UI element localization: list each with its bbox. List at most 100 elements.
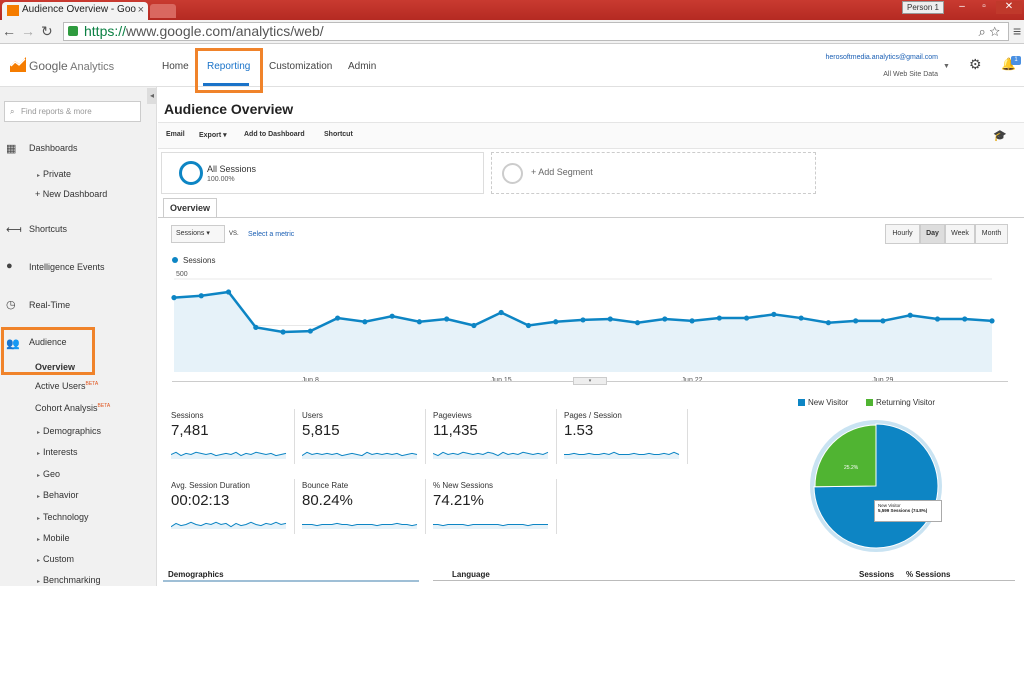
scorecard-value: 00:02:13 (171, 492, 230, 509)
data-point (280, 329, 286, 335)
scorecard[interactable]: Pageviews 11,435 (433, 411, 561, 471)
sidebar-item-technology[interactable]: ▸ Technology (37, 512, 89, 522)
week-button[interactable]: Week (945, 224, 975, 244)
reload-icon[interactable]: ↻ (41, 23, 53, 39)
pie-legend-returning: Returning Visitor (866, 398, 935, 407)
email-button[interactable]: Email (166, 131, 185, 138)
back-icon[interactable]: ← (2, 23, 16, 39)
scorecard[interactable]: Users 5,815 (302, 411, 430, 471)
sidebar-item-active-users[interactable]: Active UsersBETA (35, 381, 99, 391)
day-button[interactable]: Day (920, 224, 945, 244)
scorecard-label: Pageviews (433, 411, 472, 420)
sidebar-item-mobile[interactable]: ▸ Mobile (37, 533, 70, 543)
sidebar-item-new-dashboard[interactable]: + New Dashboard (35, 189, 108, 199)
shortcut-button[interactable]: Shortcut (324, 131, 353, 138)
language-header: Language (452, 570, 490, 579)
select-metric-link[interactable]: Select a metric (248, 231, 295, 238)
analytics-screen: Audience Overview - Goo × Person 1 – ▫ ✕… (0, 0, 1024, 586)
close-window-icon[interactable]: ✕ (996, 1, 1022, 14)
scorecard[interactable]: % New Sessions 74.21% (433, 481, 561, 541)
data-point (525, 322, 532, 329)
scorecard-value: 74.21% (433, 492, 484, 509)
nav-customization[interactable]: Customization (269, 61, 333, 72)
data-point (989, 318, 995, 324)
empty-segment-icon (502, 163, 523, 184)
gear-icon[interactable]: ⚙ (969, 56, 982, 72)
browser-menu-icon[interactable]: ≡ (1013, 23, 1022, 39)
product-name[interactable]: Google Analytics (29, 59, 115, 73)
scorecard-sparkline (171, 521, 287, 529)
sidebar-item-benchmarking[interactable]: ▸ Benchmarking (37, 575, 101, 585)
nav-admin[interactable]: Admin (348, 61, 377, 72)
data-point (634, 320, 641, 326)
data-point (880, 318, 886, 324)
pie-slice-label[interactable]: 25.2% (844, 465, 859, 471)
sidebar-item-custom[interactable]: ▸ Custom (37, 554, 75, 564)
visitor-pie-chart[interactable]: 25.2% (806, 416, 946, 556)
scorecard[interactable]: Bounce Rate 80.24% (302, 481, 430, 541)
scorecard-label: Bounce Rate (302, 481, 349, 490)
sidebar-item-cohort-analysis[interactable]: Cohort AnalysisBETA (35, 403, 111, 413)
pie-tooltip: New Visitor 5,599 Sessions (74.8%) (874, 500, 942, 522)
tab-overview[interactable]: Overview (163, 198, 217, 218)
scorecard[interactable]: Pages / Session 1.53 (564, 411, 692, 471)
export-button[interactable]: Export ▾ (199, 132, 227, 139)
browser-tab[interactable]: Audience Overview - Goo × (2, 2, 148, 20)
demographics-header: Demographics (168, 570, 224, 579)
sidebar-item-real-time[interactable]: Real-Time (29, 300, 71, 310)
sidebar-item-private[interactable]: ▸ Private (37, 169, 72, 179)
sidebar-item-behavior[interactable]: ▸ Behavior (37, 490, 79, 500)
data-point (198, 293, 204, 299)
sidebar-item-audience[interactable]: Audience (29, 337, 67, 347)
maximize-icon[interactable]: ▫ (982, 1, 986, 12)
sidebar-item-intelligence-events[interactable]: Intelligence Events (29, 262, 105, 272)
search-placeholder: Find reports & more (21, 107, 92, 116)
sidebar-collapse-button[interactable]: ◂ (147, 88, 157, 104)
sessions-area (174, 292, 992, 372)
scorecard[interactable]: Avg. Session Duration 00:02:13 (171, 481, 299, 541)
tab-close-icon[interactable]: × (137, 4, 144, 16)
account-caret-icon[interactable]: ▼ (943, 63, 950, 70)
forward-icon[interactable]: → (21, 23, 35, 39)
account-view[interactable]: All Web Site Data (883, 71, 938, 78)
url-field[interactable]: https://www.google.com/analytics/web/ ⌕ … (63, 22, 1009, 41)
add-segment-button[interactable]: + Add Segment (491, 152, 816, 194)
account-email[interactable]: herosoftmedia.analytics@gmail.com (825, 54, 938, 61)
data-point (362, 319, 368, 325)
scorecard[interactable]: Sessions 7,481 (171, 411, 299, 471)
chart-legend: Sessions (172, 256, 215, 265)
nav-home[interactable]: Home (162, 61, 189, 72)
scorecard-value: 11,435 (433, 422, 478, 439)
tab-divider (158, 217, 1024, 218)
sidebar-item-geo[interactable]: ▸ Geo (37, 469, 61, 479)
add-to-dashboard-button[interactable]: Add to Dashboard (244, 131, 305, 138)
minimize-icon[interactable]: – (959, 1, 965, 12)
lightbulb-icon: ● (6, 260, 13, 272)
graduation-cap-icon[interactable]: 🎓 (993, 130, 1007, 142)
metric-select[interactable]: Sessions ▾ (171, 225, 225, 243)
divider (294, 409, 295, 464)
url-path: www.google.com/analytics/web/ (126, 23, 324, 39)
sidebar-item-overview[interactable]: Overview (35, 362, 76, 372)
sidebar-item-dashboards[interactable]: Dashboards (29, 143, 78, 153)
new-tab-button[interactable] (150, 4, 176, 18)
scorecard-label: Users (302, 411, 323, 420)
x-tick-label: Jun 15 (491, 377, 512, 384)
sessions-column-header[interactable]: Sessions (859, 570, 895, 579)
search-input[interactable]: ⌕ Find reports & more (4, 101, 141, 122)
hourly-button[interactable]: Hourly (885, 224, 920, 244)
chart-resize-handle[interactable]: ▾ (573, 377, 607, 385)
sidebar-item-demographics[interactable]: ▸ Demographics (37, 426, 102, 436)
segment-all-sessions[interactable]: All Sessions 100.00% (161, 152, 484, 194)
profile-button[interactable]: Person 1 (902, 1, 944, 14)
month-button[interactable]: Month (975, 224, 1008, 244)
sidebar-item-shortcuts[interactable]: Shortcuts (29, 224, 68, 234)
pie-slice[interactable] (814, 424, 877, 488)
active-tab-indicator (203, 83, 249, 86)
nav-reporting[interactable]: Reporting (207, 61, 251, 72)
zoom-star-icons[interactable]: ⌕ ☆ (978, 24, 1001, 39)
data-point (335, 315, 341, 321)
pct-sessions-column-header[interactable]: % Sessions (906, 570, 951, 579)
sessions-line-chart[interactable]: 500250Jun 8Jun 15Jun 22Jun 29 (168, 269, 1008, 384)
sidebar-item-interests[interactable]: ▸ Interests (37, 447, 78, 457)
